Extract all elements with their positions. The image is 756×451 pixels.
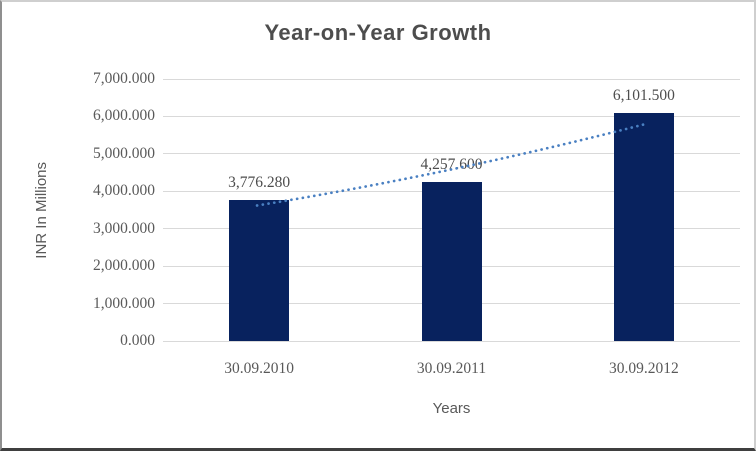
- y-tick-label: 3,000.000: [93, 219, 155, 237]
- plot-area: 3,776.280 4,257.600 6,101.500: [163, 78, 740, 342]
- y-tick-label: 2,000.000: [93, 257, 155, 275]
- bar-data-label: 3,776.280: [228, 173, 291, 191]
- bar-30.09.2012: [613, 112, 674, 341]
- gridline: [163, 340, 740, 342]
- gridline: [163, 115, 740, 117]
- y-tick-label: 5,000.000: [93, 144, 155, 162]
- y-tick-label: 4,000.000: [93, 182, 155, 200]
- y-tick-label: 6,000.000: [93, 107, 155, 125]
- y-tick-label: 7,000.000: [93, 70, 155, 87]
- bar-data-label: 6,101.500: [612, 86, 675, 104]
- chart-title: Year-on-Year Growth: [264, 20, 492, 45]
- y-tick-label: 0.000: [120, 332, 155, 349]
- x-category-label: 30.09.2011: [416, 360, 487, 377]
- trendline-path: [255, 123, 645, 207]
- y-axis-title-text: INR In Millions: [32, 161, 50, 259]
- x-category-label: 30.09.2010: [224, 360, 295, 377]
- trendline: [255, 123, 645, 207]
- bar-30.09.2011: [421, 181, 482, 341]
- bar-30.09.2010: [229, 199, 290, 341]
- gridline: [163, 153, 740, 155]
- y-tick-label: 1,000.000: [93, 294, 155, 312]
- bar-data-label: 4,257.600: [420, 155, 483, 173]
- x-axis-title: Years: [432, 400, 471, 417]
- x-category-label: 30.09.2012: [608, 360, 679, 377]
- gridline: [163, 78, 740, 80]
